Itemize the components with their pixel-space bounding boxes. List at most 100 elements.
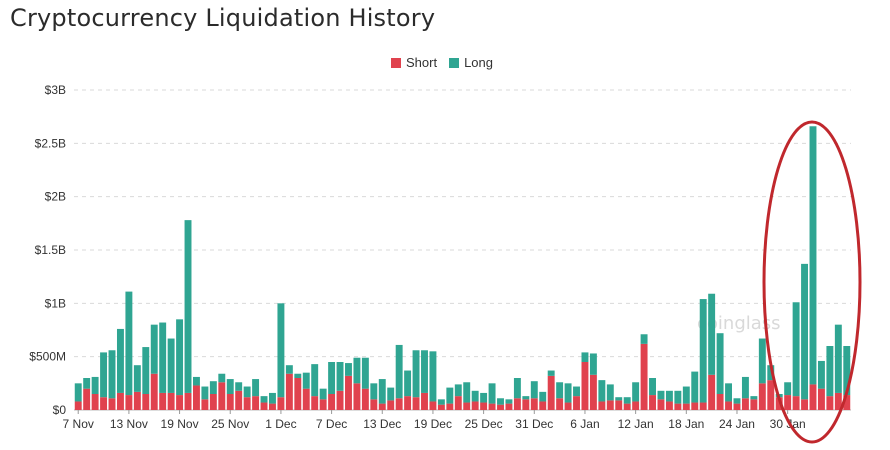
x-tick-label: 19 Nov (161, 417, 199, 431)
bar-long (725, 383, 733, 402)
bar-long (83, 378, 91, 389)
bar-short (328, 394, 336, 410)
y-tick-label: $1B (45, 296, 66, 310)
bar-long (522, 396, 530, 400)
bar-long (285, 365, 293, 374)
bar-long (302, 372, 310, 389)
bar-long (133, 365, 141, 392)
bar-short (192, 385, 200, 410)
bar-long (395, 344, 403, 399)
bar-long (733, 398, 741, 404)
bar-long (598, 380, 606, 402)
bar-short (699, 402, 707, 410)
bar-short (649, 395, 656, 410)
bar-short (801, 399, 809, 410)
bar-short (285, 373, 293, 410)
bar-long (311, 364, 319, 397)
bar-long (463, 382, 471, 403)
bar-long (387, 387, 395, 401)
bar-long (615, 397, 623, 401)
x-tick-label: 13 Nov (110, 417, 148, 431)
bar-long (108, 350, 116, 399)
bar-short (733, 403, 741, 410)
bar-long (176, 319, 184, 396)
bar-long (378, 379, 386, 404)
bar-short (100, 397, 108, 410)
bar-long (801, 263, 809, 400)
bar-long (218, 373, 226, 383)
bar-short (116, 392, 124, 410)
bar-long (606, 384, 614, 401)
bar-short (767, 380, 775, 410)
bar-long (708, 293, 716, 375)
bar-long (142, 347, 150, 394)
bar-long (353, 357, 361, 384)
x-tick-label: 13 Dec (363, 417, 401, 431)
x-tick-label: 1 Dec (265, 417, 296, 431)
bar-long (260, 396, 268, 403)
bar-short (404, 396, 412, 410)
y-tick-label: $2B (45, 190, 66, 204)
bar-short (74, 401, 82, 410)
y-tick-label: $500M (29, 350, 66, 364)
bar-short (682, 403, 690, 410)
bar-short (530, 398, 538, 410)
bar-short (302, 388, 310, 410)
y-tick-label: $1.5B (35, 243, 66, 257)
bar-long (649, 378, 656, 396)
bar-short (361, 388, 369, 410)
chart-title: Cryptocurrency Liquidation History (10, 4, 436, 32)
bar-short (395, 398, 403, 410)
x-tick-label: 6 Jan (570, 417, 599, 431)
bar-long (336, 362, 344, 391)
bar-short (556, 398, 564, 410)
bar-long (767, 365, 775, 381)
bar-long (404, 370, 412, 397)
x-tick-label: 18 Jan (668, 417, 704, 431)
bar-long (691, 371, 699, 403)
bar-long (665, 390, 673, 402)
bar-long (269, 392, 276, 404)
y-tick-label: $0 (53, 403, 67, 417)
bar-long (100, 352, 108, 398)
bar-long (421, 350, 428, 393)
bar-short (792, 396, 800, 410)
bar-long (573, 386, 580, 397)
x-tick-label: 19 Dec (414, 417, 452, 431)
bar-short (809, 384, 817, 410)
bar-short (750, 399, 758, 410)
bar-short (454, 396, 462, 410)
bar-long (277, 303, 285, 398)
bar-short (294, 378, 302, 410)
bar-short (505, 403, 513, 410)
bar-long (437, 399, 445, 405)
bar-short (539, 401, 547, 410)
bar-short (218, 382, 226, 410)
bar-long (699, 299, 707, 403)
bar-long (150, 324, 158, 374)
bar-short (581, 362, 589, 410)
bar-short (834, 392, 842, 410)
bar-short (277, 397, 285, 410)
bar-short (243, 397, 251, 410)
bar-short (640, 343, 648, 410)
legend-item-long[interactable]: Long (449, 55, 493, 70)
bar-short (260, 402, 268, 410)
bar-long (454, 384, 462, 397)
bar-short (353, 383, 361, 410)
bar-short (497, 404, 504, 410)
bar-long (581, 352, 589, 362)
bar-long (556, 382, 564, 399)
bar-long (792, 302, 800, 397)
bar-short (843, 395, 851, 410)
bar-short (269, 403, 276, 410)
bar-short (615, 400, 623, 410)
bar-long (547, 370, 555, 376)
bar-long (192, 376, 200, 386)
legend-item-short[interactable]: Short (391, 55, 437, 70)
bar-short (547, 375, 555, 410)
watermark-logo: coinglass (697, 313, 781, 334)
bar-long (319, 388, 327, 400)
bar-short (91, 394, 99, 410)
